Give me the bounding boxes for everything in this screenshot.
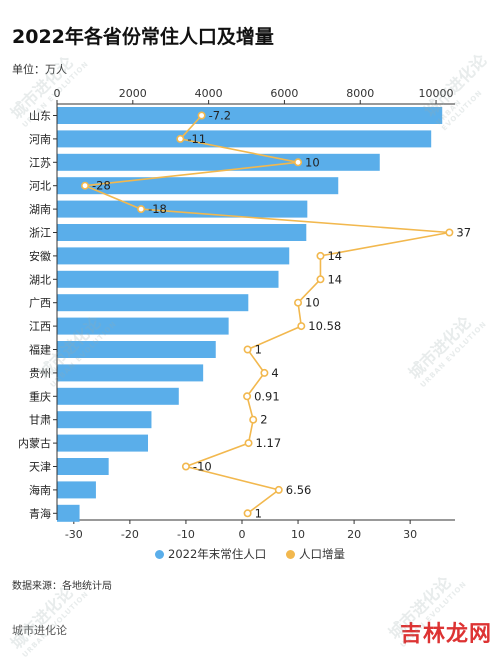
population-bar (57, 504, 80, 522)
increase-point (297, 322, 306, 331)
bottom-axis-tick-label: -10 (177, 528, 195, 541)
chart-title: 2022年各省份常住人口及增量 (12, 26, 274, 48)
increase-data-label: 6.56 (286, 483, 312, 497)
increase-point (243, 345, 252, 354)
top-axis-tick-label: 8000 (346, 87, 374, 100)
increase-data-label: 14 (327, 272, 342, 286)
increase-line (84, 114, 450, 514)
population-bar (57, 200, 308, 218)
increase-point (244, 439, 253, 448)
population-bar (57, 270, 279, 288)
legend-population-label: 2022年末常住人口 (168, 547, 267, 561)
increase-point (294, 298, 303, 307)
legend-item-increase[interactable]: 人口增量 (285, 546, 345, 562)
increase-point (249, 415, 258, 424)
category-label: 安徽 (29, 249, 51, 263)
population-bar (57, 387, 179, 405)
category-label: 湖北 (29, 273, 51, 286)
bottom-axis-tick-label: 0 (238, 528, 245, 541)
population-bar (57, 247, 290, 265)
increase-point (197, 111, 206, 120)
category-label: 湖南 (29, 203, 51, 216)
population-bar (57, 107, 443, 124)
increase-data-label: -11 (187, 132, 206, 146)
data-source: 数据来源：各地统计局 (12, 581, 112, 592)
legend-population-swatch (155, 549, 165, 559)
bottom-axis-tick-label: -20 (121, 528, 139, 541)
population-bar (57, 481, 96, 499)
increase-point (445, 228, 454, 237)
increase-point (176, 134, 185, 143)
increase-data-label: 10 (305, 296, 320, 310)
bottom-axis-tick-label: 20 (347, 528, 361, 541)
legend: 2022年末常住人口 人口增量 (0, 546, 500, 562)
increase-data-label: 10.58 (308, 319, 341, 333)
category-label: 天津 (29, 461, 51, 474)
top-axis-tick-label: 6000 (270, 87, 298, 100)
increase-data-label: 14 (327, 249, 342, 263)
top-axis-tick-label: 10000 (419, 87, 454, 100)
increase-data-label: -7.2 (209, 109, 231, 123)
top-axis-tick-label: 4000 (195, 87, 223, 100)
population-bar (57, 317, 229, 335)
increase-data-label: 1 (255, 343, 262, 357)
increase-data-label: 1.17 (256, 436, 282, 450)
increase-point (243, 392, 252, 401)
category-label: 青海 (29, 506, 51, 520)
population-bar (57, 458, 109, 475)
bottom-axis-tick-label: 10 (291, 528, 305, 541)
population-bar (57, 224, 307, 241)
increase-data-label: -10 (193, 460, 212, 474)
bottom-axis-tick-label: 30 (403, 528, 417, 541)
top-axis-tick-label: 0 (54, 87, 61, 100)
population-bar (57, 153, 380, 171)
increase-data-label: -18 (148, 202, 167, 216)
category-label: 河北 (29, 180, 51, 193)
increase-point (294, 158, 303, 167)
category-label: 浙江 (29, 227, 51, 240)
category-label: 福建 (29, 343, 51, 357)
increase-point (137, 205, 146, 214)
increase-point (274, 485, 283, 494)
legend-item-population[interactable]: 2022年末常住人口 (155, 546, 266, 562)
top-axis-tick-label: 2000 (119, 87, 147, 100)
unit-label: 单位：万人 (12, 63, 67, 76)
category-label: 内蒙古 (18, 436, 51, 450)
increase-point (316, 275, 325, 284)
increase-point (81, 181, 90, 190)
increase-data-label: 4 (271, 366, 278, 380)
brand-logo: 吉林龙网 (399, 622, 492, 647)
population-bar (57, 130, 432, 148)
increase-point (260, 368, 269, 377)
category-label: 贵州 (29, 367, 51, 380)
increase-data-label: -28 (92, 179, 111, 193)
category-label: 甘肃 (29, 414, 51, 427)
category-label: 海南 (29, 483, 51, 497)
increase-point (243, 509, 252, 518)
increase-data-label: 10 (305, 155, 320, 169)
category-label: 江苏 (29, 156, 51, 169)
increase-point (181, 462, 190, 471)
category-label: 江西 (29, 320, 51, 333)
population-bar (57, 364, 204, 382)
population-bar (57, 434, 149, 452)
footer-org: 城市进化论 (12, 624, 67, 637)
category-label: 河南 (29, 133, 51, 146)
increase-data-label: 0.91 (254, 389, 280, 403)
increase-data-label: 1 (255, 506, 262, 520)
population-bar (57, 341, 216, 358)
bottom-axis-tick-label: -30 (65, 528, 83, 541)
category-label: 广西 (29, 297, 51, 310)
increase-data-label: 2 (260, 413, 267, 427)
category-label: 重庆 (29, 389, 51, 403)
population-bar (57, 411, 152, 429)
legend-increase-swatch (285, 549, 295, 559)
increase-data-label: 37 (456, 226, 471, 240)
population-bar (57, 294, 249, 312)
legend-increase-label: 人口增量 (298, 547, 345, 561)
increase-point (316, 251, 325, 260)
category-label: 山东 (29, 110, 51, 123)
